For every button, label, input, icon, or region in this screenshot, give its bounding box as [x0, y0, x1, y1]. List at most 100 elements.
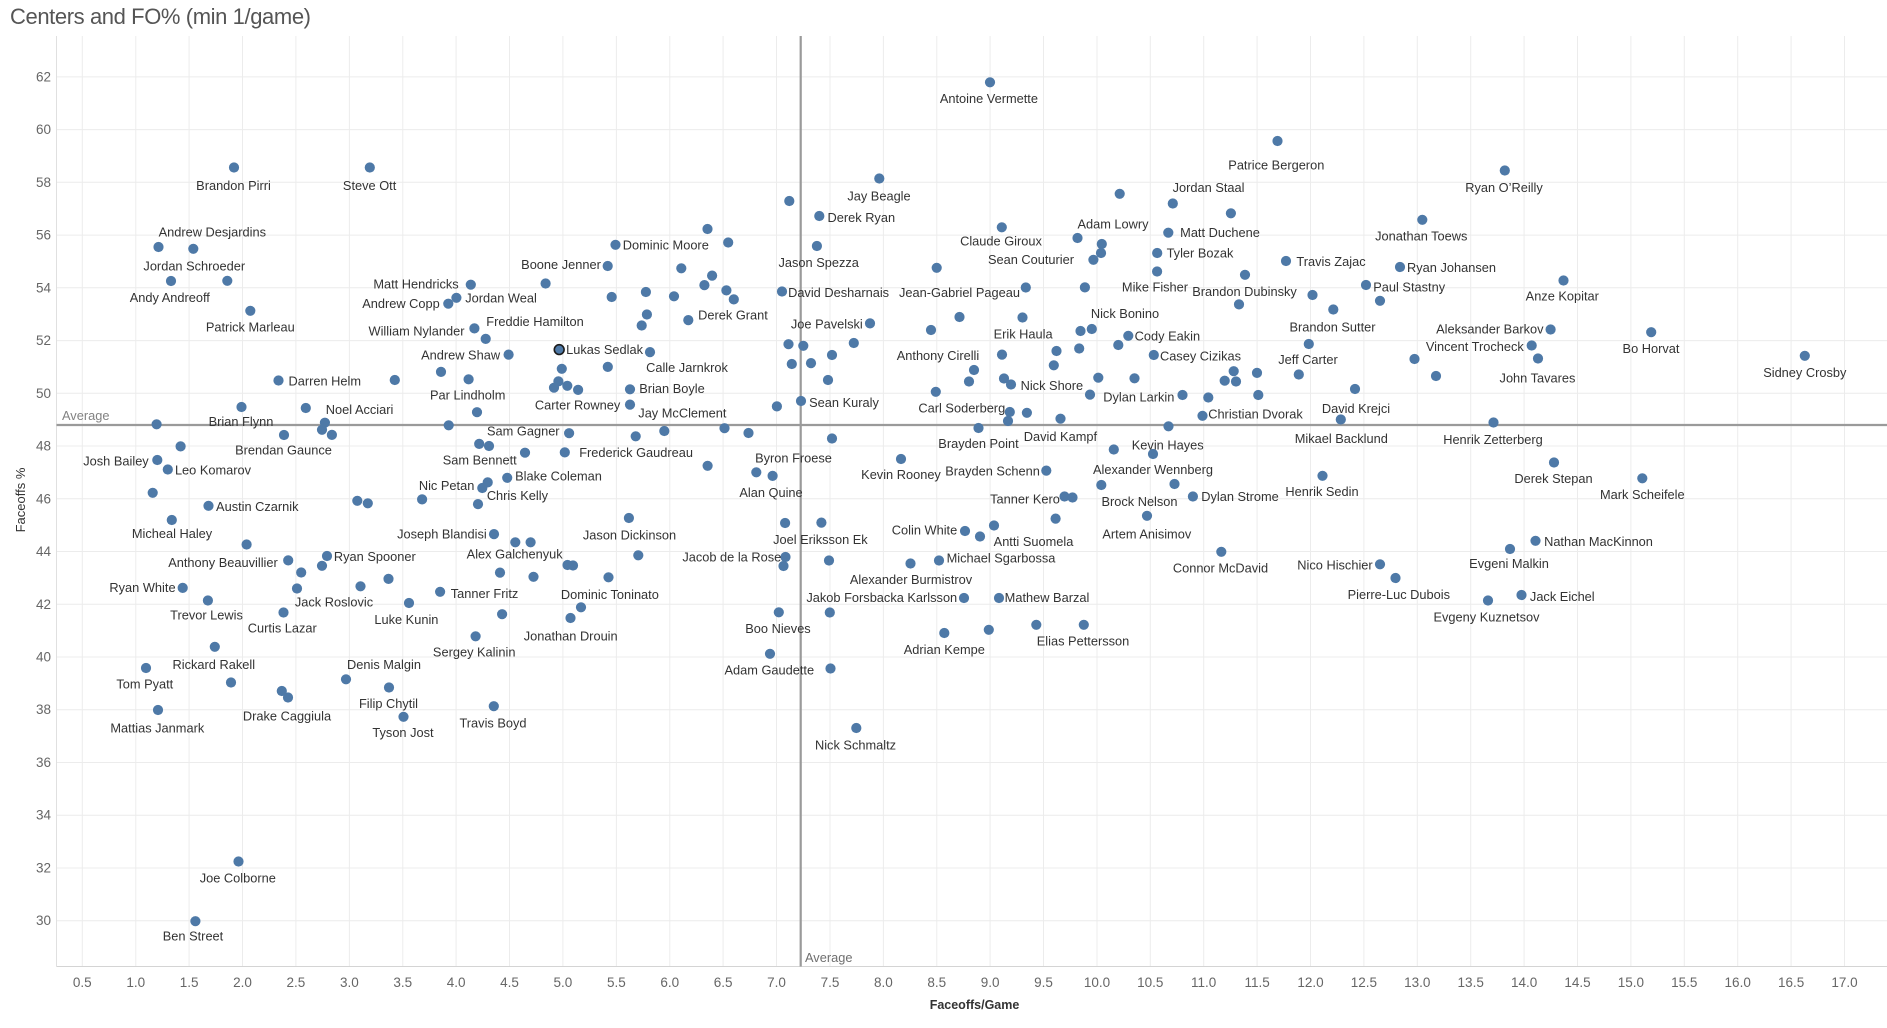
- svg-text:Jonathan Toews: Jonathan Toews: [1375, 229, 1467, 244]
- svg-text:30: 30: [36, 913, 51, 928]
- svg-text:6.0: 6.0: [660, 975, 679, 990]
- svg-text:7.5: 7.5: [821, 975, 840, 990]
- svg-text:Ryan O’Reilly: Ryan O’Reilly: [1465, 180, 1543, 195]
- svg-text:Antti Suomela: Antti Suomela: [994, 534, 1075, 549]
- svg-text:Jordan Weal: Jordan Weal: [465, 291, 537, 306]
- svg-text:Henrik Sedin: Henrik Sedin: [1285, 484, 1358, 499]
- svg-text:58: 58: [36, 175, 51, 190]
- svg-text:Cody Eakin: Cody Eakin: [1135, 329, 1200, 344]
- svg-text:Erik Haula: Erik Haula: [994, 327, 1054, 342]
- svg-text:Dylan Strome: Dylan Strome: [1201, 489, 1279, 504]
- svg-text:38: 38: [36, 702, 51, 717]
- svg-text:2.5: 2.5: [287, 975, 306, 990]
- svg-text:Colin White: Colin White: [892, 523, 957, 538]
- svg-text:Andrew Desjardins: Andrew Desjardins: [159, 225, 266, 240]
- svg-text:Brendan Gaunce: Brendan Gaunce: [235, 443, 332, 458]
- svg-text:Nic Petan: Nic Petan: [419, 478, 474, 493]
- svg-text:Pierre-Luc Dubois: Pierre-Luc Dubois: [1348, 587, 1450, 602]
- svg-text:Patrick Marleau: Patrick Marleau: [206, 320, 295, 335]
- svg-text:Jack Eichel: Jack Eichel: [1530, 589, 1595, 604]
- svg-text:Blake Coleman: Blake Coleman: [515, 469, 602, 484]
- svg-text:Travis Zajac: Travis Zajac: [1296, 254, 1366, 269]
- svg-text:0.5: 0.5: [73, 975, 92, 990]
- svg-text:Carl Soderberg: Carl Soderberg: [918, 400, 1005, 415]
- svg-text:46: 46: [36, 491, 51, 506]
- svg-text:Bo Horvat: Bo Horvat: [1623, 341, 1680, 356]
- svg-text:Brian Flynn: Brian Flynn: [209, 414, 274, 429]
- svg-text:Sam Gagner: Sam Gagner: [487, 424, 560, 439]
- svg-text:Tanner Fritz: Tanner Fritz: [451, 586, 519, 601]
- svg-text:Faceoffs/Game: Faceoffs/Game: [930, 998, 1020, 1012]
- svg-text:Mark Scheifele: Mark Scheifele: [1600, 487, 1685, 502]
- svg-text:Mike Fisher: Mike Fisher: [1122, 279, 1189, 294]
- svg-text:Jack Roslovic: Jack Roslovic: [295, 594, 374, 609]
- svg-text:Freddie Hamilton: Freddie Hamilton: [486, 314, 583, 329]
- svg-text:Steve Ott: Steve Ott: [343, 178, 397, 193]
- svg-text:6.5: 6.5: [714, 975, 733, 990]
- svg-text:Aleksander Barkov: Aleksander Barkov: [1436, 322, 1544, 337]
- svg-text:1.0: 1.0: [126, 975, 145, 990]
- svg-text:Brayden Schenn: Brayden Schenn: [945, 464, 1040, 479]
- svg-text:Ryan Spooner: Ryan Spooner: [334, 549, 417, 564]
- svg-text:Ben Street: Ben Street: [163, 928, 224, 943]
- svg-text:12.0: 12.0: [1297, 975, 1323, 990]
- svg-text:Travis Boyd: Travis Boyd: [459, 715, 526, 730]
- svg-text:Adam Lowry: Adam Lowry: [1077, 217, 1149, 232]
- svg-text:Brandon Sutter: Brandon Sutter: [1289, 320, 1376, 335]
- svg-text:David Desharnais: David Desharnais: [788, 285, 889, 300]
- svg-text:56: 56: [36, 228, 51, 243]
- svg-text:Mattias Janmark: Mattias Janmark: [110, 721, 204, 736]
- svg-text:Andrew Shaw: Andrew Shaw: [421, 348, 501, 363]
- svg-text:David Krejci: David Krejci: [1322, 401, 1390, 416]
- svg-text:Alan Quine: Alan Quine: [739, 485, 802, 500]
- svg-text:54: 54: [36, 280, 52, 295]
- svg-text:Sam Bennett: Sam Bennett: [443, 453, 517, 468]
- svg-text:Denis Malgin: Denis Malgin: [347, 657, 421, 672]
- svg-text:Kevin Rooney: Kevin Rooney: [861, 467, 941, 482]
- svg-text:9.5: 9.5: [1034, 975, 1053, 990]
- svg-text:Mathew Barzal: Mathew Barzal: [1005, 590, 1090, 605]
- svg-text:Claude Giroux: Claude Giroux: [960, 234, 1042, 249]
- svg-text:Filip Chytil: Filip Chytil: [359, 696, 418, 711]
- svg-text:Joe Colborne: Joe Colborne: [200, 870, 276, 885]
- svg-text:Jay McClement: Jay McClement: [638, 406, 727, 421]
- svg-text:Dominic Moore: Dominic Moore: [623, 238, 709, 253]
- svg-text:Patrice Bergeron: Patrice Bergeron: [1228, 157, 1324, 172]
- svg-text:Jonathan Drouin: Jonathan Drouin: [524, 629, 618, 644]
- svg-text:Calle Jarnkrok: Calle Jarnkrok: [646, 360, 728, 375]
- svg-text:3.5: 3.5: [393, 975, 412, 990]
- svg-text:Jeff Carter: Jeff Carter: [1278, 352, 1338, 367]
- svg-text:42: 42: [36, 597, 51, 612]
- svg-text:Alexander Burmistrov: Alexander Burmistrov: [850, 572, 973, 587]
- svg-text:4.0: 4.0: [447, 975, 466, 990]
- svg-text:16.5: 16.5: [1778, 975, 1804, 990]
- svg-text:Kevin Hayes: Kevin Hayes: [1132, 438, 1204, 453]
- svg-text:Trevor Lewis: Trevor Lewis: [170, 607, 243, 622]
- svg-text:Sean Couturier: Sean Couturier: [988, 252, 1075, 267]
- svg-text:William Nylander: William Nylander: [369, 323, 466, 338]
- svg-text:40: 40: [36, 650, 51, 665]
- svg-text:36: 36: [36, 755, 51, 770]
- svg-text:Derek Grant: Derek Grant: [698, 308, 768, 323]
- svg-text:Mikael Backlund: Mikael Backlund: [1295, 431, 1388, 446]
- svg-text:Elias Pettersson: Elias Pettersson: [1037, 634, 1129, 649]
- svg-text:John Tavares: John Tavares: [1500, 370, 1576, 385]
- svg-text:12.5: 12.5: [1351, 975, 1377, 990]
- svg-text:Dylan Larkin: Dylan Larkin: [1103, 390, 1174, 405]
- svg-text:44: 44: [36, 544, 52, 559]
- svg-text:Joseph Blandisi: Joseph Blandisi: [397, 526, 487, 541]
- svg-text:Brayden Point: Brayden Point: [938, 436, 1019, 451]
- svg-text:32: 32: [36, 861, 51, 876]
- svg-text:Tyson Jost: Tyson Jost: [372, 725, 434, 740]
- svg-text:Paul Stastny: Paul Stastny: [1373, 280, 1445, 295]
- svg-text:Sean Kuraly: Sean Kuraly: [809, 395, 879, 410]
- svg-text:Connor McDavid: Connor McDavid: [1173, 561, 1268, 576]
- svg-text:Evgeni Malkin: Evgeni Malkin: [1469, 556, 1549, 571]
- svg-text:8.0: 8.0: [874, 975, 893, 990]
- svg-text:Jay Beagle: Jay Beagle: [847, 189, 910, 204]
- svg-text:9.0: 9.0: [981, 975, 1000, 990]
- svg-text:Centers and FO% (min 1/game): Centers and FO% (min 1/game): [10, 4, 311, 29]
- svg-text:Average: Average: [62, 408, 109, 423]
- svg-text:Alexander Wennberg: Alexander Wennberg: [1093, 462, 1213, 477]
- svg-text:34: 34: [36, 808, 52, 823]
